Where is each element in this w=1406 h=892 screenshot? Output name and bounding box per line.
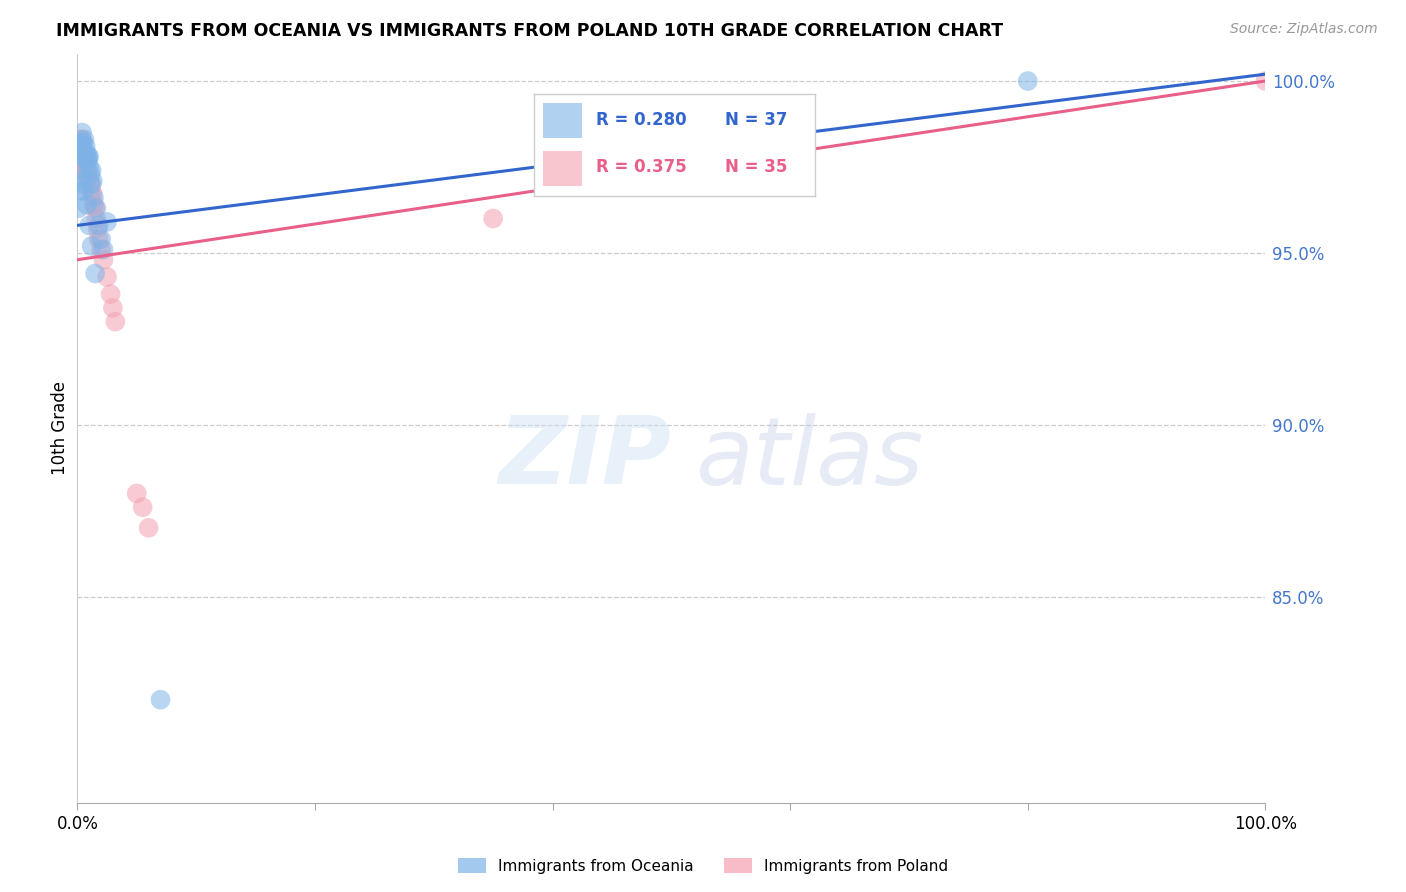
Point xyxy=(75,139,97,153)
Point xyxy=(93,243,115,257)
Text: IMMIGRANTS FROM OCEANIA VS IMMIGRANTS FROM POLAND 10TH GRADE CORRELATION CHART: IMMIGRANTS FROM OCEANIA VS IMMIGRANTS FR… xyxy=(56,22,1004,40)
Point xyxy=(149,692,172,706)
Text: R = 0.375: R = 0.375 xyxy=(596,158,688,176)
Text: N = 37: N = 37 xyxy=(725,111,787,128)
Point xyxy=(69,160,91,174)
Point xyxy=(138,521,160,535)
Point xyxy=(73,132,96,146)
Point xyxy=(77,170,100,185)
Text: R = 0.280: R = 0.280 xyxy=(596,111,686,128)
Point xyxy=(87,219,110,233)
Point xyxy=(79,167,101,181)
Y-axis label: 10th Grade: 10th Grade xyxy=(51,381,69,475)
Bar xyxy=(543,151,582,186)
Point xyxy=(72,177,94,191)
Point xyxy=(100,287,122,301)
Point xyxy=(482,211,505,226)
Point xyxy=(73,153,96,167)
Point xyxy=(104,315,127,329)
Legend: Immigrants from Oceania, Immigrants from Poland: Immigrants from Oceania, Immigrants from… xyxy=(451,852,955,880)
Point xyxy=(80,184,103,198)
Point xyxy=(77,150,100,164)
Point xyxy=(70,132,93,146)
Point xyxy=(80,163,103,178)
Point xyxy=(67,150,90,164)
Point xyxy=(80,177,103,191)
Point xyxy=(101,301,124,315)
Point xyxy=(69,184,91,198)
Point xyxy=(73,146,96,161)
Point xyxy=(72,150,94,164)
Point xyxy=(70,136,93,150)
Point xyxy=(1254,74,1277,88)
Point xyxy=(67,201,90,215)
Text: N = 35: N = 35 xyxy=(725,158,787,176)
Point xyxy=(67,136,90,150)
Point xyxy=(87,232,110,246)
Point xyxy=(69,143,91,157)
Point xyxy=(77,153,100,167)
Text: atlas: atlas xyxy=(695,413,924,504)
Point xyxy=(90,243,112,257)
Point xyxy=(79,177,101,191)
Point xyxy=(96,269,118,284)
Point xyxy=(67,163,90,178)
Point xyxy=(83,191,105,205)
Point xyxy=(72,136,94,150)
Point xyxy=(86,222,108,236)
Point xyxy=(84,267,107,281)
Point xyxy=(82,174,104,188)
Point xyxy=(73,184,96,198)
Point xyxy=(93,252,115,267)
Point xyxy=(76,153,98,167)
Point xyxy=(125,486,148,500)
Point xyxy=(90,232,112,246)
Point xyxy=(77,160,100,174)
Point xyxy=(70,136,93,150)
Point xyxy=(70,132,93,146)
Point xyxy=(80,239,103,253)
Point xyxy=(72,153,94,167)
Point xyxy=(86,201,108,215)
Point xyxy=(76,160,98,174)
Point xyxy=(84,201,107,215)
Point xyxy=(82,187,104,202)
Point xyxy=(70,126,93,140)
Text: ZIP: ZIP xyxy=(499,412,672,504)
Point xyxy=(70,139,93,153)
Point xyxy=(1017,74,1039,88)
Point xyxy=(72,146,94,161)
Point xyxy=(70,174,93,188)
Point xyxy=(77,219,100,233)
Point xyxy=(75,156,97,170)
Point xyxy=(86,211,108,226)
Point xyxy=(96,215,118,229)
Point xyxy=(83,198,105,212)
Point xyxy=(76,198,98,212)
Point xyxy=(76,167,98,181)
Text: Source: ZipAtlas.com: Source: ZipAtlas.com xyxy=(1230,22,1378,37)
Point xyxy=(77,174,100,188)
Point xyxy=(75,150,97,164)
Bar xyxy=(543,103,582,137)
Point xyxy=(77,150,100,164)
Point xyxy=(76,146,98,161)
Point xyxy=(131,500,153,515)
Point xyxy=(73,146,96,161)
